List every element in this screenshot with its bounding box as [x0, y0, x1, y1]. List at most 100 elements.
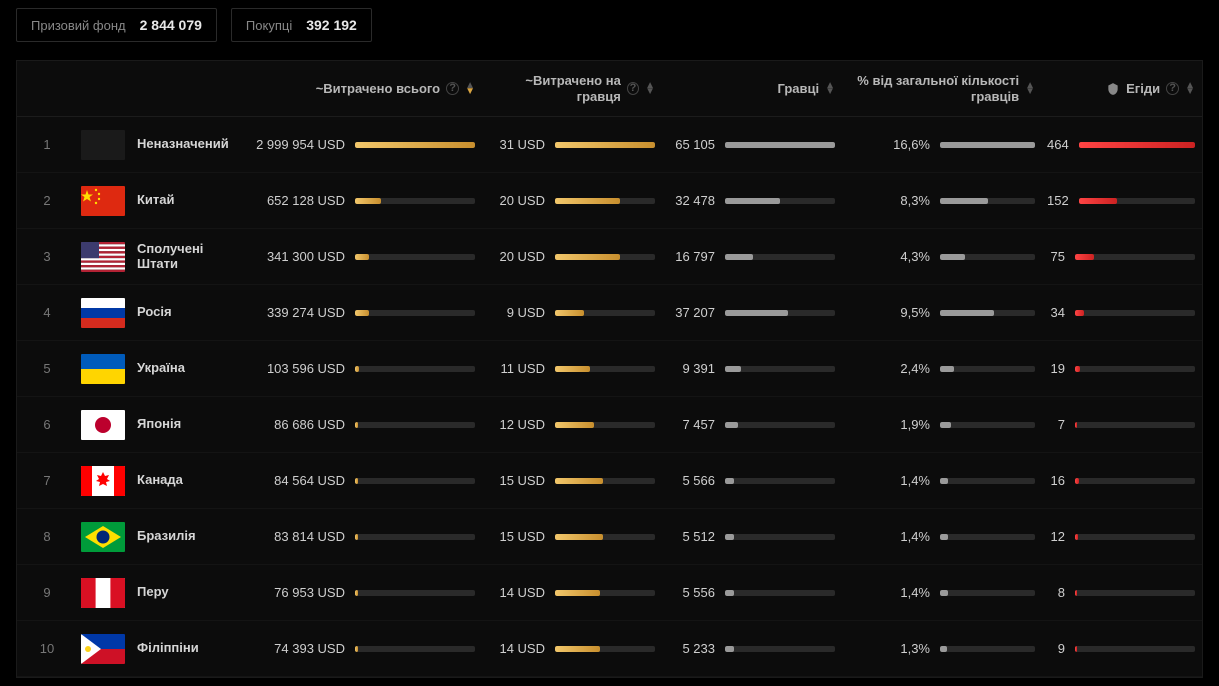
sort-icon[interactable]: ▲▼ [1025, 83, 1035, 95]
th-aegis[interactable]: Егіди ? ▲▼ [1047, 81, 1207, 97]
table-row[interactable]: 10 Філіппіни 74 393 USD 14 USD 5 233 1,3… [17, 621, 1202, 677]
spent-value: 74 393 USD [274, 641, 345, 656]
table-row[interactable]: 9 Перу 76 953 USD 14 USD 5 556 1,4% 8 [17, 565, 1202, 621]
players-value: 5 512 [682, 529, 715, 544]
per-player-cell: 9 USD [487, 305, 667, 320]
aegis-cell: 9 [1047, 641, 1207, 656]
country-cell: Перу [77, 578, 247, 608]
table-row[interactable]: 4 Росія 339 274 USD 9 USD 37 207 9,5% 34 [17, 285, 1202, 341]
country-name: Україна [137, 361, 185, 376]
players-cell: 37 207 [667, 305, 847, 320]
table-row[interactable]: 2 Китай 652 128 USD 20 USD 32 478 8,3% 1… [17, 173, 1202, 229]
pct-cell: 1,3% [847, 641, 1047, 656]
aegis-cell: 16 [1047, 473, 1207, 488]
players-value: 65 105 [675, 137, 715, 152]
players-value: 5 566 [682, 473, 715, 488]
table-row[interactable]: 6 Японія 86 686 USD 12 USD 7 457 1,9% 7 [17, 397, 1202, 453]
aegis-value: 19 [1051, 361, 1065, 376]
th-per-player[interactable]: ~Витрачено на гравця ? ▲▼ [487, 73, 667, 104]
prize-pool-box: Призовий фонд 2 844 079 [16, 8, 217, 42]
spent-value: 652 128 USD [267, 193, 345, 208]
th-spent[interactable]: ~Витрачено всього ? ▲▼ [247, 81, 487, 97]
country-cell: Сполучені Штати [77, 242, 247, 272]
spent-cell: 652 128 USD [247, 193, 487, 208]
help-icon[interactable]: ? [627, 82, 639, 95]
th-pct[interactable]: % від загальної кількості гравців ▲▼ [847, 73, 1047, 104]
spent-value: 2 999 954 USD [256, 137, 345, 152]
pct-cell: 1,4% [847, 585, 1047, 600]
pct-cell: 4,3% [847, 249, 1047, 264]
spent-value: 341 300 USD [267, 249, 345, 264]
sort-icon[interactable]: ▲▼ [1185, 83, 1195, 95]
rank-cell: 2 [17, 193, 77, 208]
rank-cell: 4 [17, 305, 77, 320]
table-row[interactable]: 1 Неназначений 2 999 954 USD 31 USD 65 1… [17, 117, 1202, 173]
aegis-cell: 464 [1047, 137, 1207, 152]
country-name: Японія [137, 417, 181, 432]
per-player-value: 31 USD [499, 137, 545, 152]
rank-cell: 8 [17, 529, 77, 544]
flag-icon [81, 410, 125, 440]
table-row[interactable]: 8 Бразилія 83 814 USD 15 USD 5 512 1,4% … [17, 509, 1202, 565]
pct-cell: 1,4% [847, 529, 1047, 544]
players-cell: 9 391 [667, 361, 847, 376]
country-cell: Канада [77, 466, 247, 496]
spent-cell: 341 300 USD [247, 249, 487, 264]
aegis-cell: 19 [1047, 361, 1207, 376]
spent-cell: 103 596 USD [247, 361, 487, 376]
players-value: 32 478 [675, 193, 715, 208]
table-header: ~Витрачено всього ? ▲▼ ~Витрачено на гра… [17, 61, 1202, 117]
sort-icon[interactable]: ▲▼ [465, 83, 475, 95]
th-per-player-label: ~Витрачено на гравця [487, 73, 621, 104]
table-body: 1 Неназначений 2 999 954 USD 31 USD 65 1… [17, 117, 1202, 677]
flag-icon [81, 354, 125, 384]
pct-value: 4,3% [900, 249, 930, 264]
spent-cell: 74 393 USD [247, 641, 487, 656]
top-stats: Призовий фонд 2 844 079 Покупці 392 192 [16, 8, 1203, 42]
help-icon[interactable]: ? [446, 82, 459, 95]
th-pct-label: % від загальної кількості гравців [847, 73, 1019, 104]
buyers-box: Покупці 392 192 [231, 8, 372, 42]
pct-value: 1,9% [900, 417, 930, 432]
players-value: 5 556 [682, 585, 715, 600]
per-player-cell: 20 USD [487, 249, 667, 264]
players-cell: 5 566 [667, 473, 847, 488]
rank-cell: 3 [17, 249, 77, 264]
table-row[interactable]: 3 Сполучені Штати 341 300 USD 20 USD 16 … [17, 229, 1202, 285]
prize-pool-label: Призовий фонд [31, 18, 126, 33]
per-player-value: 14 USD [499, 641, 545, 656]
country-cell: Філіппіни [77, 634, 247, 664]
flag-icon [81, 298, 125, 328]
aegis-cell: 75 [1047, 249, 1207, 264]
country-cell: Неназначений [77, 130, 247, 160]
aegis-value: 12 [1051, 529, 1065, 544]
pct-value: 1,4% [900, 585, 930, 600]
flag-icon [81, 522, 125, 552]
players-value: 5 233 [682, 641, 715, 656]
flag-icon [81, 186, 125, 216]
spent-cell: 86 686 USD [247, 417, 487, 432]
aegis-cell: 7 [1047, 417, 1207, 432]
sort-icon[interactable]: ▲▼ [825, 83, 835, 95]
aegis-value: 152 [1047, 193, 1069, 208]
rank-cell: 7 [17, 473, 77, 488]
pct-value: 9,5% [900, 305, 930, 320]
rank-cell: 5 [17, 361, 77, 376]
per-player-value: 11 USD [500, 361, 545, 376]
players-cell: 16 797 [667, 249, 847, 264]
rank-cell: 9 [17, 585, 77, 600]
country-name: Бразилія [137, 529, 196, 544]
spent-cell: 2 999 954 USD [247, 137, 487, 152]
help-icon[interactable]: ? [1166, 82, 1179, 95]
per-player-cell: 14 USD [487, 585, 667, 600]
players-value: 9 391 [682, 361, 715, 376]
pct-cell: 1,4% [847, 473, 1047, 488]
sort-icon[interactable]: ▲▼ [645, 83, 655, 95]
pct-cell: 16,6% [847, 137, 1047, 152]
table-row[interactable]: 5 Україна 103 596 USD 11 USD 9 391 2,4% … [17, 341, 1202, 397]
table-row[interactable]: 7 Канада 84 564 USD 15 USD 5 566 1,4% 16 [17, 453, 1202, 509]
th-players[interactable]: Гравці ▲▼ [667, 81, 847, 97]
pct-cell: 9,5% [847, 305, 1047, 320]
per-player-cell: 20 USD [487, 193, 667, 208]
aegis-cell: 8 [1047, 585, 1207, 600]
